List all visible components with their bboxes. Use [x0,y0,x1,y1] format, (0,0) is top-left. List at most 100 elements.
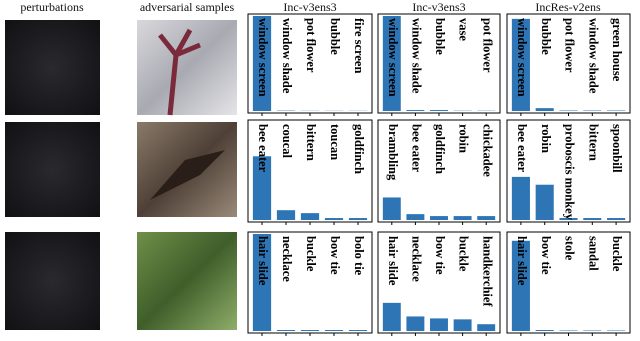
bar [324,218,344,220]
images [5,20,237,330]
bar [382,16,401,111]
bar-chart: brambling bee eater goldfinch robin chickade… [377,119,501,225]
category-label: pot flower [304,18,318,73]
bar [559,218,578,220]
bar [252,234,272,331]
category-label: robin [457,124,471,153]
category-label: bee eater [515,124,529,173]
category-label: goldfinch [352,124,366,174]
bar [430,110,448,111]
bar-chart: bee eater robin proboscis monkey bittern spo… [506,119,631,225]
adversarial-image [137,232,237,330]
bar [382,302,401,331]
category-label: window shade [280,18,294,94]
category-label: bee eater [410,124,424,173]
category-label: hair slide [515,236,529,286]
column-header: perturbations [20,0,84,14]
bar [583,218,602,220]
bar [300,213,320,220]
perturbation-image [5,20,100,115]
bird-shape [150,150,225,200]
category-label: window screen [256,18,270,97]
column-header: IncRes-v2ens [535,0,601,14]
category-label: coucal [280,124,294,159]
bar [535,330,554,331]
category-label: vase [457,18,471,41]
category-label: brambling [386,124,400,181]
category-label: buckle [304,236,318,272]
bar [324,330,344,331]
bar [511,18,530,112]
perturbation-image [5,122,100,217]
bar [348,218,368,220]
bar [300,330,320,331]
category-label: bubble [433,18,447,55]
bar-chart: bee eater coucal bittern toucan goldfinch [247,119,373,225]
bar-chart: window screen bubble pot flower window shad… [506,13,631,116]
bar [535,184,554,220]
flower-shape [158,28,201,116]
bar [252,156,272,220]
bar [276,210,296,220]
bar-chart: hair slide necklace bow tie buckle handkerch… [377,231,501,336]
bar-chart: hair slide necklace buckle bow tie bolo tie [247,231,373,336]
category-label: window shade [586,18,600,94]
bar [511,240,530,331]
category-label: necklace [280,236,294,282]
bar [477,216,496,220]
bar [406,316,425,331]
bar-chart: window screen window shade pot flower bubbl… [247,13,373,116]
category-label: fire screen [352,18,366,73]
column-header: Inc-v3ens3 [283,0,336,14]
category-label: robin [539,124,553,153]
category-label: window screen [515,18,529,97]
category-label: bee eater [256,124,270,173]
category-label: bow tie [328,236,342,275]
bar [406,214,425,220]
category-label: green house [610,18,624,82]
category-label: spoonbill [610,124,624,173]
category-label: buckle [457,236,471,272]
category-label: chickadee [480,124,494,177]
bar [453,319,472,331]
category-label: buckle [610,236,624,272]
category-label: pot flower [480,18,494,73]
bar-chart: hair slide bow tie stole sandal buckle [506,231,631,336]
bar [430,216,448,220]
category-label: necklace [410,236,424,282]
category-label: hair slide [386,236,400,286]
bar [477,324,496,331]
category-label: window shade [410,18,424,94]
bar [607,218,626,220]
category-label: hair slide [256,236,270,286]
column-header: adversarial samples [140,0,235,14]
category-label: window screen [386,18,400,97]
bar [511,176,530,220]
category-label: bittern [586,124,600,161]
bar [348,330,368,331]
category-label: proboscis monkey [563,124,577,221]
category-label: stole [563,236,577,261]
category-label: pot flower [563,18,577,73]
bar [453,216,472,220]
bar [382,197,401,220]
category-label: sandal [586,236,600,271]
category-label: handkerchief [480,236,494,307]
bar [535,108,554,111]
category-label: bubble [328,18,342,55]
category-label: bow tie [433,236,447,275]
category-label: bubble [539,18,553,55]
category-label: toucan [328,124,342,160]
bar [406,110,425,111]
column-header: Inc-v3ens3 [412,0,465,14]
category-label: bolo tie [352,236,366,276]
bar [252,16,272,111]
perturbation-image [5,232,100,330]
bar-chart: window screen window shade bubble vase pot f… [377,13,501,116]
category-label: bittern [304,124,318,161]
category-label: bow tie [539,236,553,275]
bar [430,318,448,331]
bar [276,330,296,331]
category-label: goldfinch [433,124,447,174]
